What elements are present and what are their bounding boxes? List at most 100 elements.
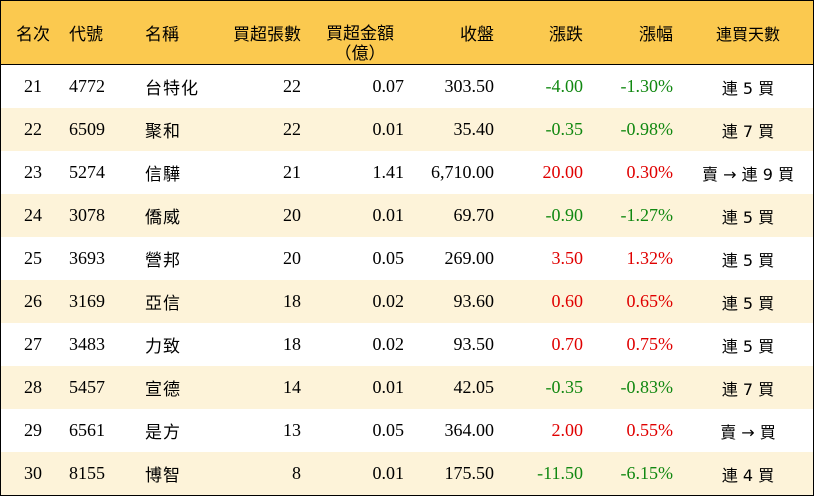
cell-shares: 20 bbox=[283, 248, 301, 268]
cell-shares: 18 bbox=[283, 334, 301, 354]
header-amount-line2: （億） bbox=[334, 44, 386, 64]
cell-days: 連 5 買 bbox=[721, 78, 775, 98]
cell-change: -4.00 bbox=[545, 76, 584, 96]
cell-days: 連 7 買 bbox=[721, 121, 775, 141]
cell-amount: 0.02 bbox=[372, 334, 405, 354]
cell-rank: 28 bbox=[24, 377, 42, 397]
cell-close: 364.00 bbox=[444, 420, 495, 440]
cell-shares: 14 bbox=[283, 377, 301, 397]
cell-change: -0.90 bbox=[545, 205, 584, 225]
cell-rank: 21 bbox=[24, 76, 42, 96]
cell-close: 6,710.00 bbox=[431, 162, 494, 182]
cell-name: 僑威 bbox=[145, 208, 181, 228]
cell-amount: 0.01 bbox=[372, 119, 405, 139]
header-change: 漲跌 bbox=[549, 25, 583, 45]
header-days: 連買天數 bbox=[715, 24, 780, 44]
cell-amount: 0.02 bbox=[372, 291, 405, 311]
cell-amount: 0.07 bbox=[372, 76, 405, 96]
cell-shares: 20 bbox=[283, 205, 301, 225]
table-row: 26 3169 亞信 18 0.02 93.60 0.60 0.65% 連 5 買 bbox=[1, 280, 813, 323]
header-shares: 買超張數 bbox=[233, 25, 301, 45]
cell-shares: 18 bbox=[283, 291, 301, 311]
cell-days: 賣 → 買 bbox=[720, 422, 776, 442]
cell-change: 20.00 bbox=[542, 162, 584, 182]
cell-pct: 0.55% bbox=[626, 420, 674, 440]
cell-change: -11.50 bbox=[537, 463, 583, 483]
cell-rank: 23 bbox=[24, 162, 42, 182]
cell-code: 6561 bbox=[69, 420, 105, 440]
table-row: 30 8155 博智 8 0.01 175.50 -11.50 -6.15% 連 4 買 bbox=[1, 452, 813, 495]
cell-pct: 0.30% bbox=[626, 162, 674, 182]
cell-days: 賣 → 連 9 買 bbox=[702, 164, 794, 184]
cell-amount: 0.05 bbox=[372, 420, 405, 440]
cell-close: 69.70 bbox=[453, 205, 495, 225]
table-row: 21 4772 台特化 22 0.07 303.50 -4.00 -1.30% 連 5 買 bbox=[1, 65, 813, 108]
cell-name: 力致 bbox=[145, 337, 181, 357]
cell-name: 是方 bbox=[145, 423, 181, 443]
cell-name: 亞信 bbox=[145, 294, 181, 314]
cell-pct: 0.75% bbox=[626, 334, 674, 354]
cell-code: 8155 bbox=[69, 463, 105, 483]
cell-rank: 27 bbox=[24, 334, 42, 354]
cell-amount: 0.05 bbox=[372, 248, 405, 268]
cell-name: 營邦 bbox=[145, 251, 181, 271]
cell-amount: 0.01 bbox=[372, 463, 405, 483]
cell-shares: 22 bbox=[283, 119, 301, 139]
cell-change: -0.35 bbox=[545, 119, 584, 139]
cell-days: 連 5 買 bbox=[721, 336, 775, 356]
cell-name: 宣德 bbox=[145, 380, 181, 400]
header-name: 名稱 bbox=[145, 25, 179, 45]
cell-pct: -1.27% bbox=[620, 205, 674, 225]
header-code: 代號 bbox=[69, 25, 103, 45]
cell-change: 3.50 bbox=[551, 248, 584, 268]
cell-rank: 29 bbox=[24, 420, 42, 440]
cell-code: 3169 bbox=[69, 291, 105, 311]
cell-change: 2.00 bbox=[551, 420, 584, 440]
cell-close: 35.40 bbox=[453, 119, 495, 139]
header-pct: 漲幅 bbox=[639, 25, 673, 45]
cell-rank: 30 bbox=[24, 463, 42, 483]
table-row: 22 6509 聚和 22 0.01 35.40 -0.35 -0.98% 連 7 買 bbox=[1, 108, 813, 151]
cell-rank: 24 bbox=[24, 205, 42, 225]
table-row: 29 6561 是方 13 0.05 364.00 2.00 0.55% 賣 → 買 bbox=[1, 409, 813, 452]
cell-days: 連 5 買 bbox=[721, 207, 775, 227]
cell-amount: 0.01 bbox=[372, 205, 405, 225]
cell-shares: 13 bbox=[283, 420, 301, 440]
cell-days: 連 5 買 bbox=[721, 293, 775, 313]
table-row: 23 5274 信驊 21 1.41 6,710.00 20.00 0.30% 賣 → 連 9 … bbox=[1, 151, 813, 194]
cell-close: 303.50 bbox=[444, 76, 495, 96]
cell-close: 42.05 bbox=[453, 377, 495, 397]
table-row: 25 3693 營邦 20 0.05 269.00 3.50 1.32% 連 5 買 bbox=[1, 237, 813, 280]
header-amount: 買超金額 （億） bbox=[316, 1, 404, 64]
cell-name: 博智 bbox=[145, 466, 181, 486]
cell-close: 175.50 bbox=[444, 463, 495, 483]
cell-change: -0.35 bbox=[545, 377, 584, 397]
header-close: 收盤 bbox=[460, 25, 494, 45]
cell-shares: 8 bbox=[292, 463, 301, 483]
cell-code: 3483 bbox=[69, 334, 105, 354]
cell-pct: -0.98% bbox=[620, 119, 674, 139]
cell-days: 連 7 買 bbox=[721, 379, 775, 399]
cell-code: 4772 bbox=[69, 76, 105, 96]
cell-change: 0.60 bbox=[551, 291, 584, 311]
cell-pct: 1.32% bbox=[626, 248, 674, 268]
cell-rank: 22 bbox=[24, 119, 42, 139]
cell-days: 連 5 買 bbox=[721, 250, 775, 270]
cell-shares: 21 bbox=[283, 162, 301, 182]
cell-rank: 26 bbox=[24, 291, 42, 311]
cell-name: 聚和 bbox=[145, 122, 181, 142]
cell-amount: 0.01 bbox=[372, 377, 405, 397]
cell-close: 93.60 bbox=[453, 291, 495, 311]
cell-pct: -0.83% bbox=[620, 377, 674, 397]
cell-amount: 1.41 bbox=[372, 162, 405, 182]
cell-days: 連 4 買 bbox=[721, 465, 775, 485]
table-row: 28 5457 宣德 14 0.01 42.05 -0.35 -0.83% 連 7 買 bbox=[1, 366, 813, 409]
cell-name: 台特化 bbox=[145, 79, 199, 99]
cell-name: 信驊 bbox=[145, 165, 181, 185]
cell-code: 5274 bbox=[69, 162, 105, 182]
table-header: 名次 代號 名稱 買超張數 買超金額 （億） 收盤 漲跌 漲幅 連買天數 bbox=[1, 1, 813, 65]
cell-pct: -6.15% bbox=[620, 463, 674, 483]
cell-change: 0.70 bbox=[551, 334, 584, 354]
cell-code: 6509 bbox=[69, 119, 105, 139]
